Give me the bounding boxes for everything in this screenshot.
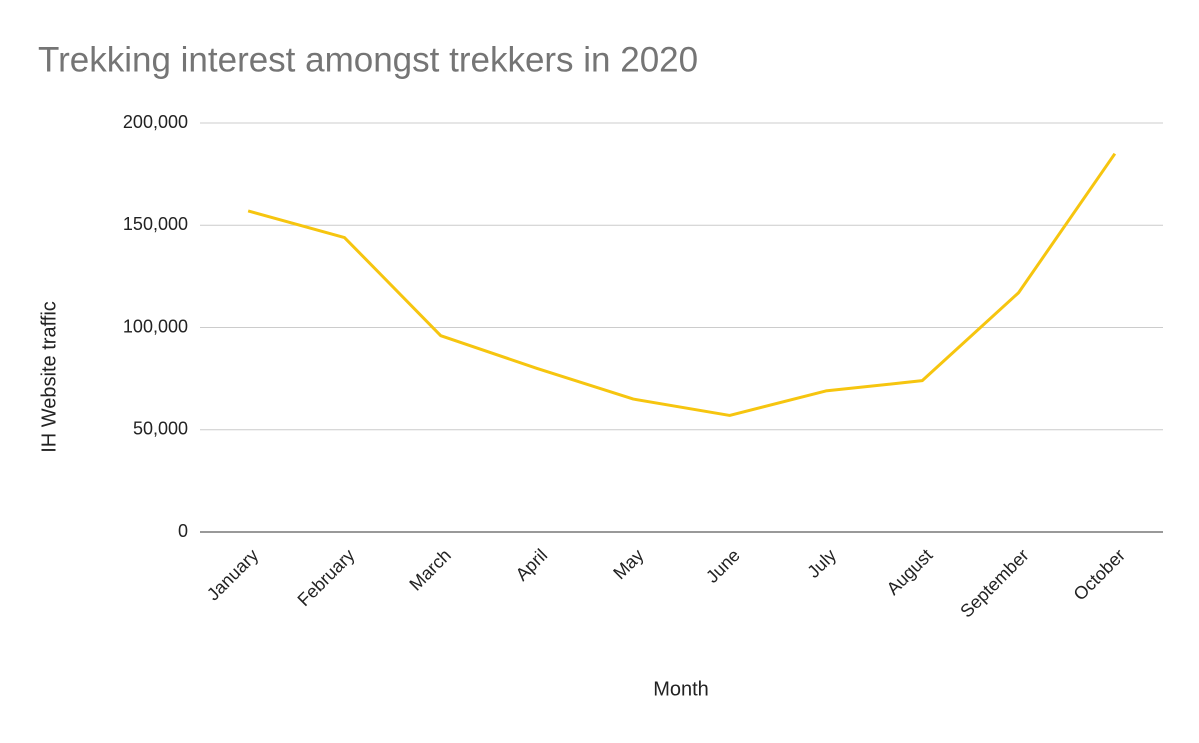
data-line — [247, 152, 1117, 417]
x-axis-label: Month — [653, 678, 709, 700]
x-tick-label: March — [405, 545, 455, 595]
y-tick-label: 0 — [178, 521, 188, 541]
x-tick-label: June — [702, 545, 744, 587]
y-tick-label: 150,000 — [123, 214, 188, 234]
y-tick-label: 200,000 — [123, 112, 188, 132]
y-tick-label: 50,000 — [133, 419, 188, 439]
y-tick-label: 100,000 — [123, 316, 188, 336]
chart-title: Trekking interest amongst trekkers in 20… — [38, 40, 698, 79]
y-axis-label: IH Website traffic — [38, 301, 60, 453]
x-tick-label: July — [803, 545, 840, 582]
x-tick-label: May — [609, 545, 647, 583]
x-tick-label: February — [294, 545, 359, 610]
x-tick-label: August — [883, 545, 937, 599]
x-tick-label: September — [956, 545, 1032, 621]
x-tick-label: April — [512, 545, 552, 585]
x-tick-label: October — [1070, 545, 1129, 604]
x-tick-label: January — [203, 545, 262, 604]
